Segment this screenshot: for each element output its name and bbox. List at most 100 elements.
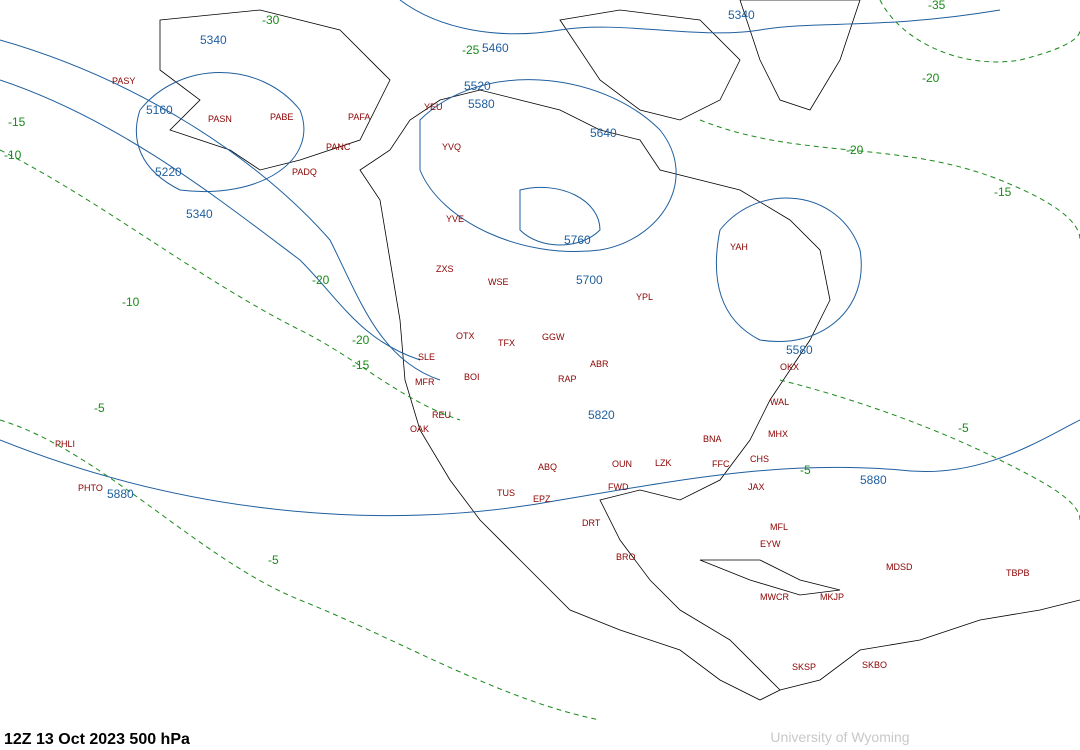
temperature-label: -10 [122, 295, 140, 309]
height-contours [0, 0, 1080, 517]
temperature-label: -15 [352, 358, 370, 372]
height-label: 5160 [146, 103, 173, 117]
height-label: 5460 [482, 41, 509, 55]
temperature-label: -35 [928, 0, 946, 12]
height-label: 5760 [564, 233, 591, 247]
station-id: OAK [410, 424, 429, 434]
coastline [739, 0, 861, 111]
station-id: BOI [464, 372, 480, 382]
station-id: DRT [582, 518, 601, 528]
station-id: TUS [497, 488, 515, 498]
station-id: FFC [712, 459, 730, 469]
station-id: SKSP [792, 662, 816, 672]
station-id: RAP [558, 374, 577, 384]
station-id: PASY [112, 76, 135, 86]
station-id: WSE [488, 277, 509, 287]
station-id: WAL [770, 397, 789, 407]
temperature-label: -10 [4, 148, 22, 162]
station-id: PAFA [348, 112, 370, 122]
station-id: PHLI [55, 439, 75, 449]
height-label: 5580 [468, 97, 495, 111]
station-id: YEU [424, 102, 443, 112]
station-id: MHX [768, 429, 788, 439]
temperature-contour [0, 419, 601, 721]
temperature-label: -30 [262, 13, 280, 27]
temperature-label: -20 [922, 71, 940, 85]
temperature-label: -20 [352, 333, 370, 347]
height-label: 5220 [155, 165, 182, 179]
temperature-label: -25 [462, 43, 480, 57]
height-label: 5820 [588, 408, 615, 422]
temperature-contour [0, 149, 461, 421]
station-id: OTX [456, 331, 475, 341]
labels: 5340 5160 5220 5340 5460 5520 5580 5640 5760 5700… [4, 0, 1030, 672]
station-id: MKJP [820, 592, 844, 602]
station-id: TBPB [1006, 568, 1030, 578]
temperature-contours [0, 0, 1080, 721]
station-id: MFL [770, 522, 788, 532]
height-label: 5520 [464, 79, 491, 93]
height-contour [519, 186, 601, 246]
map-title: 12Z 13 Oct 2023 500 hPa [4, 731, 190, 748]
height-label: 5340 [186, 207, 213, 221]
station-id: BNA [703, 434, 722, 444]
station-id: TFX [498, 338, 515, 348]
height-label: 5580 [786, 343, 813, 357]
temperature-contour [879, 0, 1080, 63]
station-id: PABE [270, 112, 293, 122]
coastline [159, 9, 391, 171]
height-contour [135, 72, 305, 192]
station-id: MWCR [760, 592, 789, 602]
station-id: PHTO [78, 483, 103, 493]
station-id: MDSD [886, 562, 913, 572]
height-contour [0, 39, 441, 381]
station-id: EPZ [533, 494, 551, 504]
temperature-label: -5 [268, 553, 279, 567]
temperature-label: -15 [994, 185, 1012, 199]
height-contour [0, 419, 1080, 517]
temperature-contour [779, 379, 1080, 521]
station-id: REU [432, 410, 451, 420]
coastline [699, 559, 841, 596]
height-label: 5880 [107, 487, 134, 501]
station-id: MFR [415, 377, 435, 387]
credit: University of Wyoming [770, 729, 909, 745]
station-id: EYW [760, 539, 781, 549]
temperature-label: -5 [800, 463, 811, 477]
station-id: CHS [750, 454, 769, 464]
station-id: BRO [616, 552, 636, 562]
height-contour [0, 79, 421, 361]
coastline [559, 9, 741, 121]
temperature-label: -5 [94, 401, 105, 415]
station-id: PANC [326, 142, 351, 152]
station-id: YVE [446, 214, 464, 224]
station-id: PASN [208, 114, 232, 124]
station-id: OKX [780, 362, 799, 372]
height-contour [715, 197, 862, 342]
station-id: ZXS [436, 264, 454, 274]
station-id: YPL [636, 292, 653, 302]
height-label: 5340 [728, 8, 755, 22]
coastlines [159, 0, 1080, 701]
coastline [779, 599, 1080, 691]
station-id: JAX [748, 482, 765, 492]
station-id: GGW [542, 332, 565, 342]
height-contour [419, 79, 677, 252]
height-label: 5640 [590, 126, 617, 140]
station-id: YVQ [442, 142, 461, 152]
station-id: ABQ [538, 462, 557, 472]
temperature-label: -15 [8, 115, 26, 129]
station-id: SKBO [862, 660, 887, 670]
station-id: PADQ [292, 167, 317, 177]
height-contour [399, 0, 1001, 35]
station-id: LZK [655, 458, 672, 468]
station-id: FWD [608, 482, 629, 492]
station-id: YAH [730, 242, 748, 252]
coastline [359, 89, 831, 701]
station-id: SLE [418, 352, 435, 362]
height-label: 5880 [860, 473, 887, 487]
temperature-contour [699, 119, 1080, 241]
temperature-label: -5 [958, 421, 969, 435]
